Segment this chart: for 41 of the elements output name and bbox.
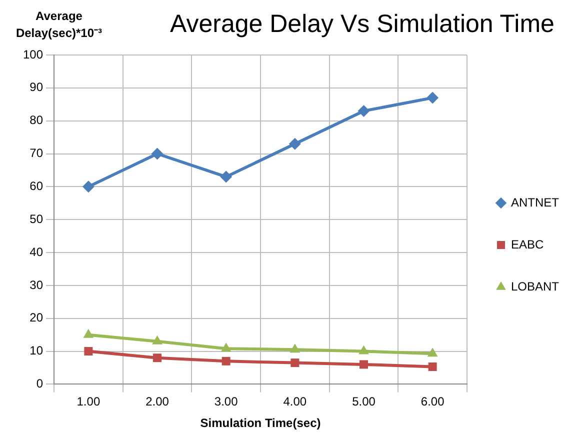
point (82, 180, 94, 193)
point (84, 347, 93, 356)
point (153, 354, 162, 362)
y-tick-label: 40 (30, 244, 44, 259)
x-tick-label: 3.00 (214, 394, 238, 409)
y-axis-title: Average Delay(sec)*10⁻³ (14, 8, 104, 42)
x-tick-label: 4.00 (283, 394, 307, 409)
legend-label: EABC (510, 237, 544, 252)
legend-label: ANTNET (510, 195, 560, 210)
y-tick-label: 0 (36, 376, 44, 391)
y-tick-label: 50 (30, 212, 44, 226)
point (83, 328, 94, 338)
point (220, 170, 232, 183)
y-tick-label: 80 (30, 113, 44, 128)
x-tick-label: 1.00 (76, 394, 100, 409)
y-tick-label: 20 (30, 310, 44, 325)
point (427, 348, 438, 357)
y-tick-label: 70 (30, 146, 44, 160)
y-tick-label: 100 (22, 47, 44, 62)
point (426, 92, 439, 104)
point (358, 345, 369, 354)
x-tick-label: 6.00 (420, 394, 445, 409)
legend-label: LOBANT (510, 279, 560, 294)
point (151, 148, 164, 160)
point (290, 344, 300, 353)
point (220, 342, 232, 352)
x-tick-label: 5.00 (352, 394, 376, 409)
point (288, 138, 301, 150)
y-tick-label: 60 (30, 178, 44, 193)
y-tick-label: 90 (30, 80, 44, 94)
point (428, 362, 437, 371)
point (290, 358, 300, 368)
chart-title: Average Delay Vs Simulation Time (170, 10, 554, 39)
y-tick-label: 10 (30, 344, 44, 358)
x-axis-title: Simulation Time(sec) (200, 416, 321, 430)
point (152, 335, 162, 344)
y-tick-label: 30 (30, 278, 44, 292)
point (358, 104, 370, 117)
point (360, 360, 368, 369)
x-tick-label: 2.00 (146, 394, 170, 409)
point (222, 356, 230, 366)
